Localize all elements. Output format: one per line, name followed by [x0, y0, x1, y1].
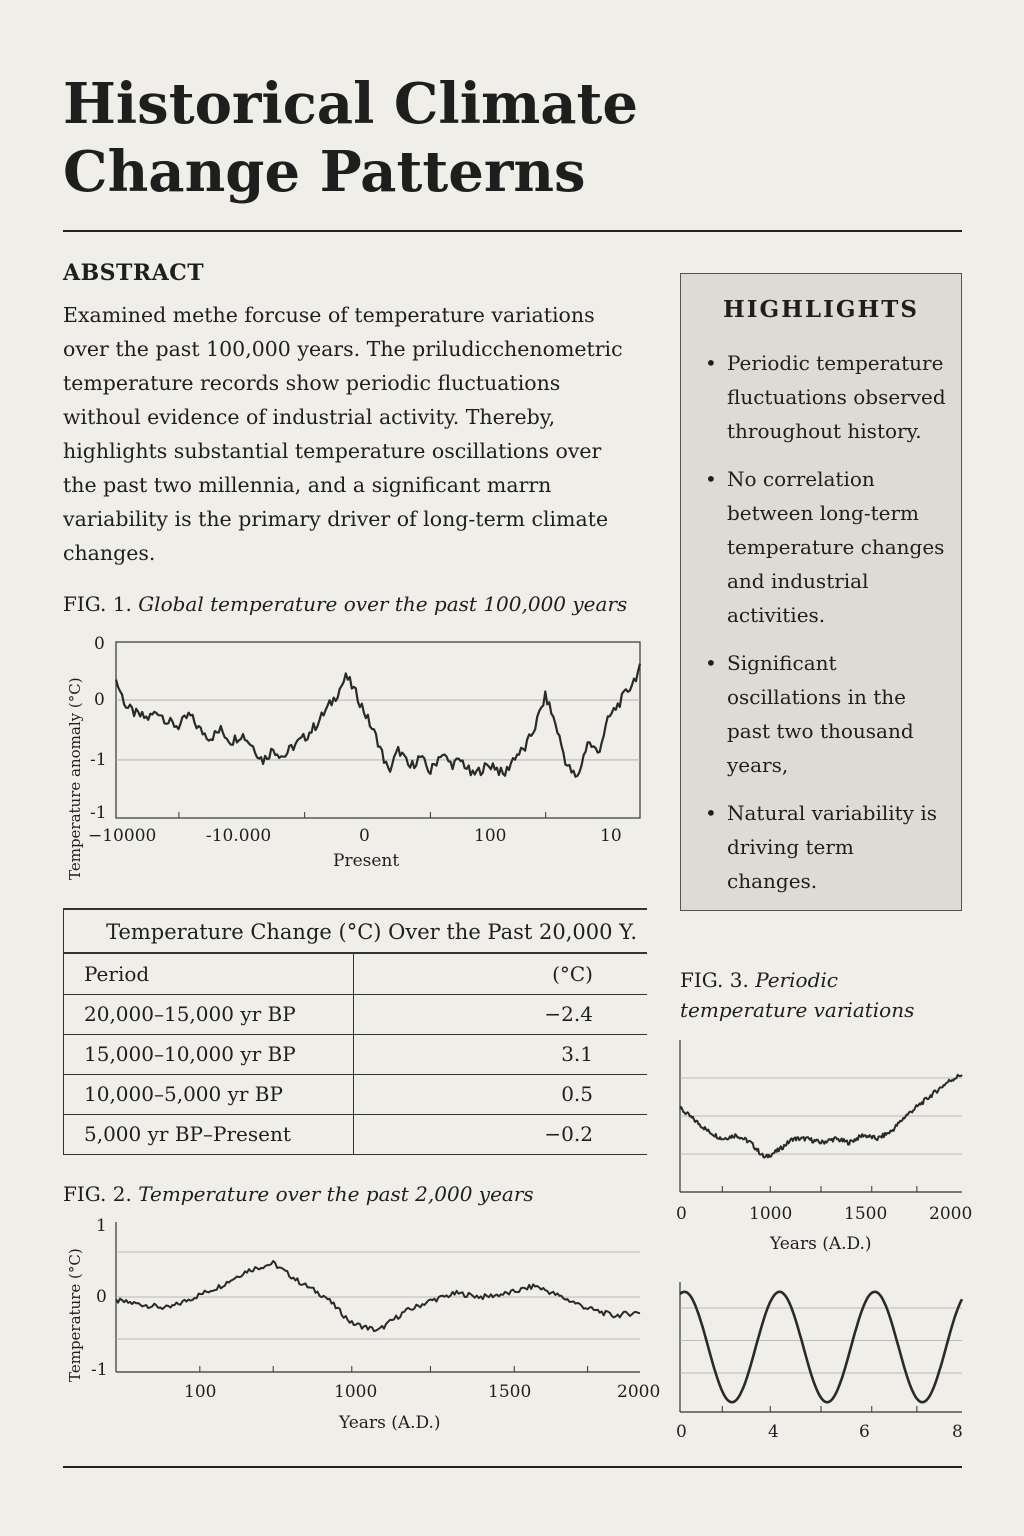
highlights-heading: HIGHLIGHTS — [723, 296, 919, 323]
fig3-top-chart — [679, 1040, 963, 1193]
fig2-x-tick: 1500 — [488, 1382, 532, 1402]
fig3b-x-tick: 4 — [768, 1422, 779, 1442]
fig1-x-tick: 10 — [600, 826, 622, 846]
fig1-y-label: Temperature anomaly (°C) — [66, 677, 84, 880]
fig3-description: Periodic temperature variations — [680, 968, 915, 1022]
highlight-item: No correlation between long-term tempera… — [703, 462, 948, 632]
fig1-x-tick: -10.000 — [206, 826, 272, 846]
series-line — [115, 1260, 641, 1333]
fig1-x-label: Present — [333, 851, 400, 871]
table-header: (°C) — [353, 954, 647, 995]
fig1-y-tick: 0 — [94, 634, 105, 654]
fig2-chart — [115, 1222, 641, 1373]
abstract-heading: ABSTRACT — [63, 260, 205, 286]
fig1-number: FIG. 1. — [63, 592, 132, 616]
table-caption: Temperature Change (°C) Over the Past 20… — [63, 908, 647, 954]
fig1-chart — [114, 641, 642, 819]
fig3-x-tick: 1500 — [844, 1204, 888, 1224]
highlight-item: Periodic temperature fluctuations observ… — [703, 346, 948, 448]
fig3b-x-tick: 0 — [676, 1422, 687, 1442]
highlights-box: HIGHLIGHTS Periodic temperature fluctuat… — [680, 273, 962, 911]
table-cell: −0.2 — [353, 1114, 647, 1155]
fig3-x-tick: 1000 — [749, 1204, 793, 1224]
bottom-divider — [63, 1466, 962, 1468]
fig1-y-tick: -1 — [90, 750, 107, 770]
fig1-x-tick: −10000 — [88, 826, 157, 846]
fig3b-x-tick: 6 — [859, 1422, 870, 1442]
series-line — [114, 663, 642, 778]
fig2-y-label: Temperature (°C) — [66, 1248, 84, 1382]
fig3-x-label: Years (A.D.) — [770, 1234, 872, 1254]
table-cell: 15,000–10,000 yr BP — [63, 1034, 354, 1075]
fig1-x-tick: 100 — [474, 826, 507, 846]
fig1-description: Global temperature over the past 100,000… — [138, 592, 628, 616]
fig1-y-tick: -1 — [90, 803, 107, 823]
temperature-table: Temperature Change (°C) Over the Past 20… — [63, 908, 647, 1155]
table-cell: 5,000 yr BP–Present — [63, 1114, 354, 1155]
fig2-y-tick: 0 — [96, 1287, 107, 1307]
series-line — [679, 1290, 964, 1404]
highlight-item: Natural variability is driving term chan… — [703, 796, 948, 898]
temperature-table-wrap: Temperature Change (°C) Over the Past 20… — [63, 908, 647, 1155]
table-cell: −2.4 — [353, 994, 647, 1035]
table-row: 10,000–5,000 yr BP 0.5 — [63, 1074, 647, 1115]
table-header: Period — [63, 954, 354, 995]
table-header-row: Period (°C) — [63, 954, 647, 995]
table-cell: 0.5 — [353, 1074, 647, 1115]
fig2-x-tick: 100 — [184, 1382, 217, 1402]
fig2-number: FIG. 2. — [63, 1182, 132, 1206]
fig1-y-tick: 0 — [94, 690, 105, 710]
fig2-caption: FIG. 2. Temperature over the past 2,000 … — [63, 1182, 534, 1206]
table-row: 15,000–10,000 yr BP 3.1 — [63, 1034, 647, 1075]
fig2-y-tick: -1 — [91, 1360, 108, 1380]
title-divider — [63, 230, 962, 232]
table-cell: 3.1 — [353, 1034, 647, 1075]
fig3b-x-tick: 8 — [952, 1422, 963, 1442]
fig2-x-tick: 2000 — [617, 1382, 661, 1402]
highlight-item: Significant oscillations in the past two… — [703, 646, 948, 782]
fig1-x-tick: 0 — [359, 826, 370, 846]
table-cell: 10,000–5,000 yr BP — [63, 1074, 354, 1115]
series-line — [679, 1073, 963, 1159]
fig2-x-label: Years (A.D.) — [339, 1413, 441, 1433]
fig3-x-tick: 2000 — [929, 1204, 973, 1224]
table-row: 20,000–15,000 yr BP −2.4 — [63, 994, 647, 1035]
page-title: Historical Climate Change Patterns — [63, 71, 639, 205]
table-cell: 20,000–15,000 yr BP — [63, 994, 354, 1035]
fig2-x-tick: 1000 — [334, 1382, 378, 1402]
fig3-caption: FIG. 3. Periodic temperature variations — [680, 965, 965, 1025]
fig3-x-tick: 0 — [676, 1204, 687, 1224]
fig3-bottom-chart — [679, 1282, 964, 1413]
fig2-y-tick: 1 — [96, 1216, 107, 1236]
fig1-caption: FIG. 1. Global temperature over the past… — [63, 592, 627, 616]
abstract-body: Examined methe forcuse of temperature va… — [63, 303, 623, 565]
fig3-number: FIG. 3. — [680, 968, 749, 992]
chart-frame — [115, 641, 641, 819]
fig2-description: Temperature over the past 2,000 years — [138, 1182, 534, 1206]
table-row: 5,000 yr BP–Present −0.2 — [63, 1114, 647, 1155]
highlights-list: Periodic temperature fluctuations observ… — [703, 346, 948, 912]
